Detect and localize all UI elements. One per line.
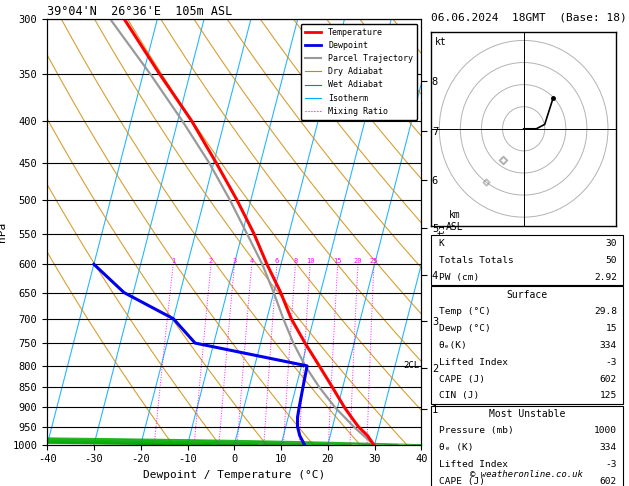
Text: 125: 125 [599,391,617,400]
Text: 1: 1 [171,258,175,264]
Text: 4: 4 [250,258,254,264]
Text: Lifted Index: Lifted Index [438,460,508,469]
Text: 10: 10 [306,258,314,264]
Text: Surface: Surface [506,290,547,300]
Text: 334: 334 [599,341,617,350]
Text: 20: 20 [353,258,362,264]
Text: Dewp (°C): Dewp (°C) [438,324,490,333]
Text: Lifted Index: Lifted Index [438,358,508,366]
Text: 06.06.2024  18GMT  (Base: 18): 06.06.2024 18GMT (Base: 18) [431,12,626,22]
Text: θₑ(K): θₑ(K) [438,341,467,350]
Text: 30: 30 [606,239,617,248]
Text: kt: kt [435,37,447,48]
Text: 8: 8 [293,258,298,264]
Text: CIN (J): CIN (J) [438,391,479,400]
Text: -3: -3 [606,460,617,469]
Text: Most Unstable: Most Unstable [489,409,565,419]
Y-axis label: km
ASL: km ASL [446,210,464,232]
Text: PW (cm): PW (cm) [438,273,479,282]
Text: 39°04'N  26°36'E  105m ASL: 39°04'N 26°36'E 105m ASL [47,5,233,18]
Bar [431,286,623,404]
Legend: Temperature, Dewpoint, Parcel Trajectory, Dry Adiabat, Wet Adiabat, Isotherm, Mi: Temperature, Dewpoint, Parcel Trajectory… [301,24,417,120]
Text: K: K [438,239,444,248]
Text: -3: -3 [606,358,617,366]
Text: 15: 15 [606,324,617,333]
Text: 29.8: 29.8 [594,307,617,316]
Text: 6: 6 [275,258,279,264]
Text: 602: 602 [599,375,617,383]
Text: 2: 2 [209,258,213,264]
Y-axis label: hPa: hPa [0,222,7,242]
Text: 15: 15 [333,258,342,264]
Text: 602: 602 [599,477,617,486]
X-axis label: Dewpoint / Temperature (°C): Dewpoint / Temperature (°C) [143,470,325,480]
Text: Pressure (mb): Pressure (mb) [438,426,513,435]
Text: 1000: 1000 [594,426,617,435]
Text: Mixing Ratio (g/kg): Mixing Ratio (g/kg) [438,181,447,283]
Text: CAPE (J): CAPE (J) [438,375,484,383]
Text: 2.92: 2.92 [594,273,617,282]
Text: 25: 25 [370,258,378,264]
Text: CAPE (J): CAPE (J) [438,477,484,486]
Bar [431,235,623,285]
Text: 50: 50 [606,256,617,265]
Text: 2CL: 2CL [403,362,419,370]
Text: 3: 3 [232,258,237,264]
Text: © weatheronline.co.uk: © weatheronline.co.uk [470,470,583,479]
Text: 334: 334 [599,443,617,452]
Text: Temp (°C): Temp (°C) [438,307,490,316]
Text: Totals Totals: Totals Totals [438,256,513,265]
Text: θₑ (K): θₑ (K) [438,443,473,452]
Bar [431,405,623,486]
